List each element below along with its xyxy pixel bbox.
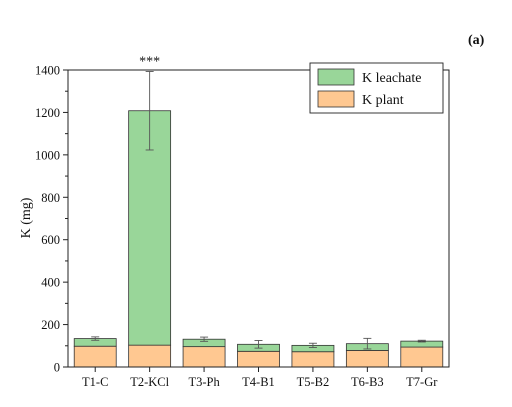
legend-label-k-plant: K plant <box>362 93 404 108</box>
bar-k-plant-T6-B3 <box>345 350 389 368</box>
y-tick-label-2: 400 <box>41 276 60 290</box>
y-tick-label-7: 1400 <box>35 64 60 78</box>
y-tick-label-4: 800 <box>41 191 60 205</box>
plot-frame <box>67 69 450 368</box>
x-tick-label-T3-Ph: T3-Ph <box>188 375 220 389</box>
y-tick-label-5: 1000 <box>35 148 60 162</box>
y-tick-label-6: 1200 <box>35 106 60 120</box>
bar-k-plant-T5-B2 <box>291 351 335 368</box>
legend-label-k-leachate: K leachate <box>362 71 421 86</box>
bar-k-plant-T3-Ph <box>182 346 226 368</box>
y-tick-label-1: 200 <box>41 318 60 332</box>
y-tick-label-3: 600 <box>41 233 60 247</box>
significance-annotation-0: *** <box>139 54 160 69</box>
y-axis-label: K (mg) <box>19 197 34 238</box>
bar-k-plant-T2-KCl <box>128 344 172 368</box>
legend-swatch-k-plant <box>317 90 355 108</box>
x-tick-label-T6-B3: T6-B3 <box>351 375 384 389</box>
x-tick-label-T1-C: T1-C <box>82 375 108 389</box>
bar-k-plant-T1-C <box>73 345 117 368</box>
x-tick-label-T2-KCl: T2-KCl <box>130 375 169 389</box>
x-tick-label-T5-B2: T5-B2 <box>297 375 330 389</box>
panel-label: (a) <box>468 33 485 48</box>
bar-k-plant-T4-B1 <box>237 350 280 368</box>
x-tick-label-T7-Gr: T7-Gr <box>406 375 438 389</box>
legend-swatch-k-leachate <box>317 68 355 86</box>
plot-area: 0 200 400 600 800 1000 1200 1400 T1-C T2-KCl T3-Ph… <box>35 54 450 389</box>
x-tick-label-T4-B1: T4-B1 <box>242 375 275 389</box>
bar-k-plant-T7-Gr <box>400 346 444 368</box>
y-tick-label-0: 0 <box>54 361 60 375</box>
